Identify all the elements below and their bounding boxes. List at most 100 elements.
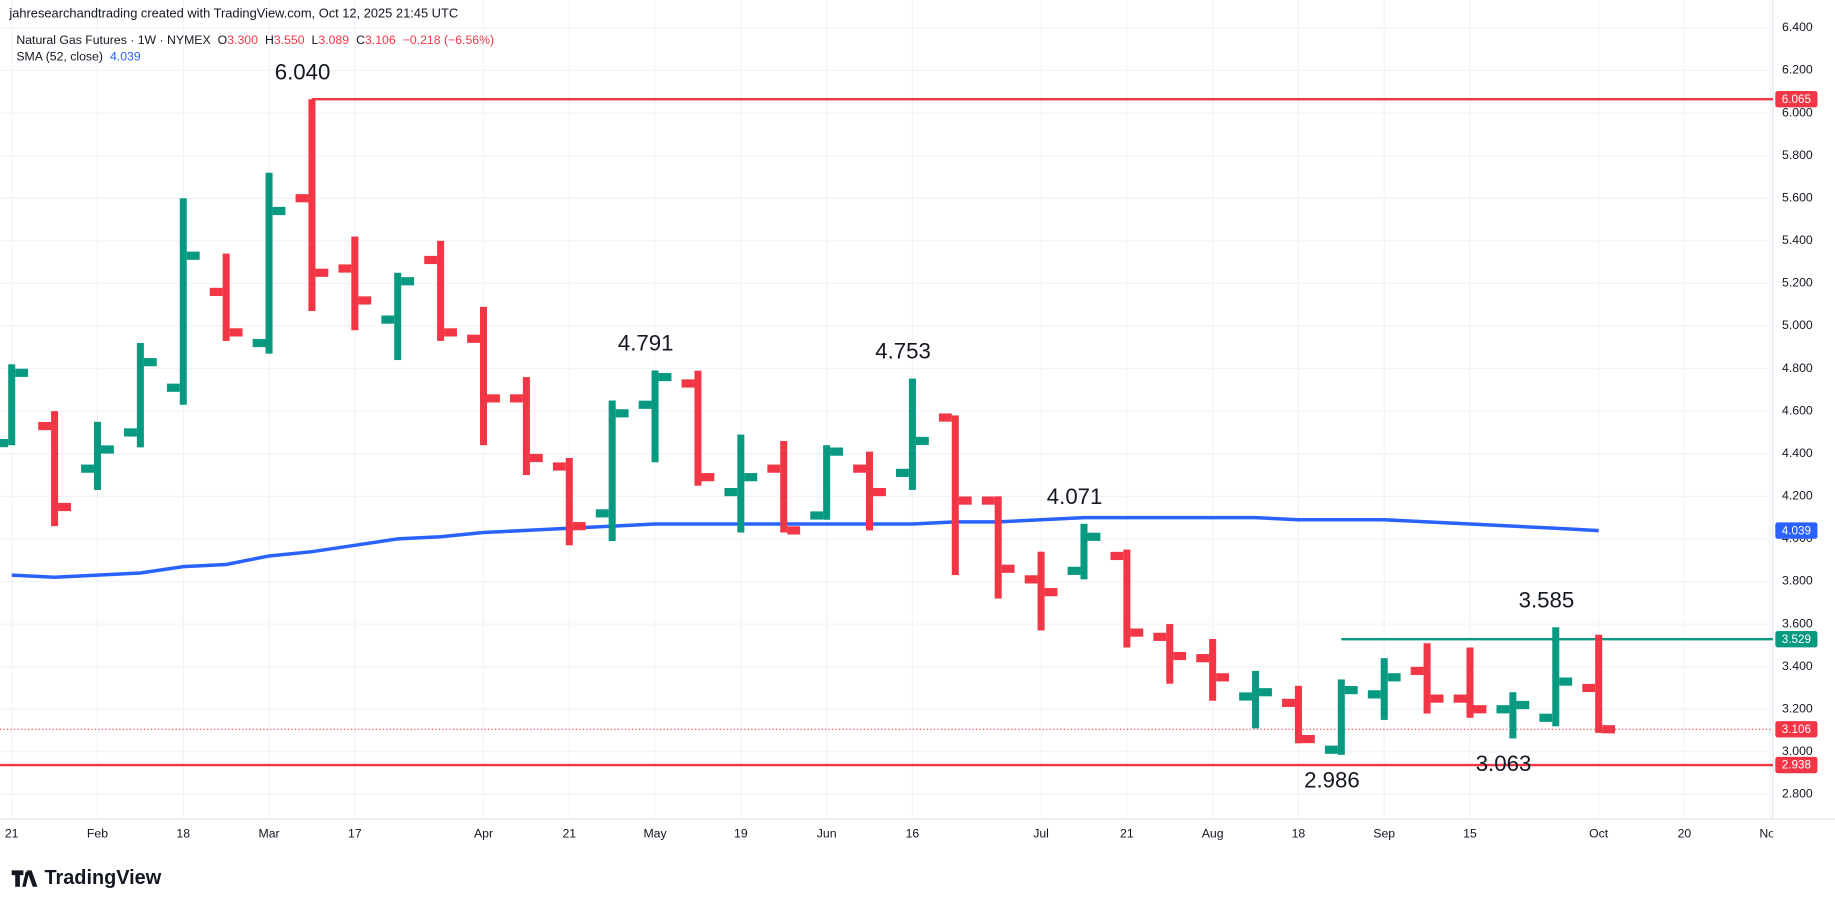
bar-close <box>830 447 844 456</box>
bar-close <box>1602 725 1616 734</box>
y-tick-label: 4.400 <box>1782 446 1813 460</box>
annotation: 4.753 <box>875 339 931 364</box>
bar-open <box>638 400 652 409</box>
annotation: 2.986 <box>1304 768 1360 793</box>
bar-range <box>1294 685 1302 744</box>
bar-close <box>787 526 801 535</box>
ohlc-value: 3.550 <box>274 33 305 47</box>
change: −0.218 (−6.56%) <box>403 33 494 47</box>
bar-open <box>424 255 438 265</box>
y-tick-label: 3.800 <box>1782 574 1813 588</box>
price-badge-label: 3.106 <box>1782 723 1811 736</box>
bar-open <box>767 464 781 473</box>
x-tick-label: Nov <box>1759 826 1782 840</box>
annotation: 3.585 <box>1519 587 1575 612</box>
x-tick-label: 18 <box>1292 826 1306 840</box>
bar-open <box>896 468 909 478</box>
x-tick-label: 16 <box>906 826 920 840</box>
price-badge-label: 3.529 <box>1782 633 1811 646</box>
bar-close <box>186 251 200 260</box>
symbol: Natural Gas Futures · 1W · NYMEX <box>16 33 210 47</box>
credit: jahresearchandtrading created with Tradi… <box>8 5 458 20</box>
bar-close <box>1344 686 1358 695</box>
y-tick-label: 4.800 <box>1782 361 1813 375</box>
bar-range <box>780 440 788 533</box>
x-tick-label: May <box>643 826 667 840</box>
bar-open <box>724 487 738 497</box>
bar-range <box>951 415 959 576</box>
bar-open <box>338 264 352 273</box>
bar-open <box>595 509 609 518</box>
y-tick-label: 5.400 <box>1782 233 1813 247</box>
bar-open <box>1196 654 1210 663</box>
bar-close <box>615 409 629 418</box>
bar-close <box>1259 688 1272 697</box>
bar-open <box>123 428 137 437</box>
bar-open <box>1410 666 1424 676</box>
bar-close <box>229 328 243 337</box>
annotation: 3.063 <box>1476 751 1532 776</box>
bar-open <box>1153 632 1167 641</box>
bar-range <box>1466 647 1474 718</box>
ohlc-key: C <box>356 33 365 47</box>
x-tick-label: 21 <box>1120 826 1134 840</box>
bar-close <box>100 445 114 454</box>
price-badge <box>1775 631 1818 648</box>
ohlc-key: H <box>265 33 274 47</box>
bar-range <box>694 370 702 486</box>
bar-range <box>651 370 659 463</box>
y-tick-label: 5.200 <box>1782 276 1813 290</box>
bar-open <box>295 194 309 203</box>
y-tick-label: 6.400 <box>1782 20 1813 34</box>
bar-close <box>1473 705 1487 714</box>
y-tick-label: 3.200 <box>1782 702 1813 716</box>
bar-close <box>1301 734 1315 744</box>
bar-range <box>866 451 874 531</box>
bar-close <box>315 268 329 277</box>
bar-range <box>1337 679 1345 755</box>
bar-range <box>608 400 616 542</box>
bar-close <box>58 502 71 512</box>
x-tick-label: 21 <box>562 826 576 840</box>
bar-range <box>437 240 445 341</box>
y-tick-label: 3.400 <box>1782 659 1813 673</box>
bar-open <box>38 421 52 431</box>
bar-close <box>1216 673 1230 682</box>
price-badge <box>1775 522 1818 539</box>
y-tick-label: 6.200 <box>1782 63 1813 77</box>
x-tick-label: 18 <box>176 826 190 840</box>
bar-range <box>136 343 144 448</box>
bar-open <box>552 462 566 471</box>
bar-close <box>1430 694 1444 703</box>
bar-close <box>1001 564 1015 573</box>
bar-range <box>265 172 273 354</box>
bar-close <box>572 522 586 531</box>
annotation: 4.791 <box>618 331 674 356</box>
bar-close <box>915 436 929 446</box>
y-tick-label: 4.600 <box>1782 403 1813 417</box>
x-tick-label: 19 <box>734 826 748 840</box>
legend-line: Natural Gas Futures · 1W · NYMEX O3.300 H3… <box>16 33 494 47</box>
price-badge-label: 4.039 <box>1782 524 1811 537</box>
bar-open <box>1496 705 1510 714</box>
bar-open <box>1024 575 1038 584</box>
y-tick-label: 6.000 <box>1782 105 1813 119</box>
bar-range <box>737 434 745 533</box>
bar-open <box>810 511 824 520</box>
x-tick-label: Oct <box>1589 826 1609 840</box>
ohlc-value: 3.106 <box>365 33 396 47</box>
bar-close <box>1559 677 1573 686</box>
bar-close <box>529 453 543 463</box>
bar-open <box>1539 713 1553 722</box>
bar-open <box>1110 551 1124 561</box>
x-tick-label: Apr <box>474 826 493 840</box>
bar-close <box>1387 673 1401 682</box>
x-tick-label: 15 <box>1463 826 1477 840</box>
bar-close <box>444 328 457 337</box>
bar-open <box>510 394 523 403</box>
bar-range <box>1123 549 1131 648</box>
annotation: 6.040 <box>275 59 331 84</box>
indicator-legend: SMA (52, close) 4.039 <box>16 50 140 64</box>
x-tick-label: 17 <box>348 826 362 840</box>
